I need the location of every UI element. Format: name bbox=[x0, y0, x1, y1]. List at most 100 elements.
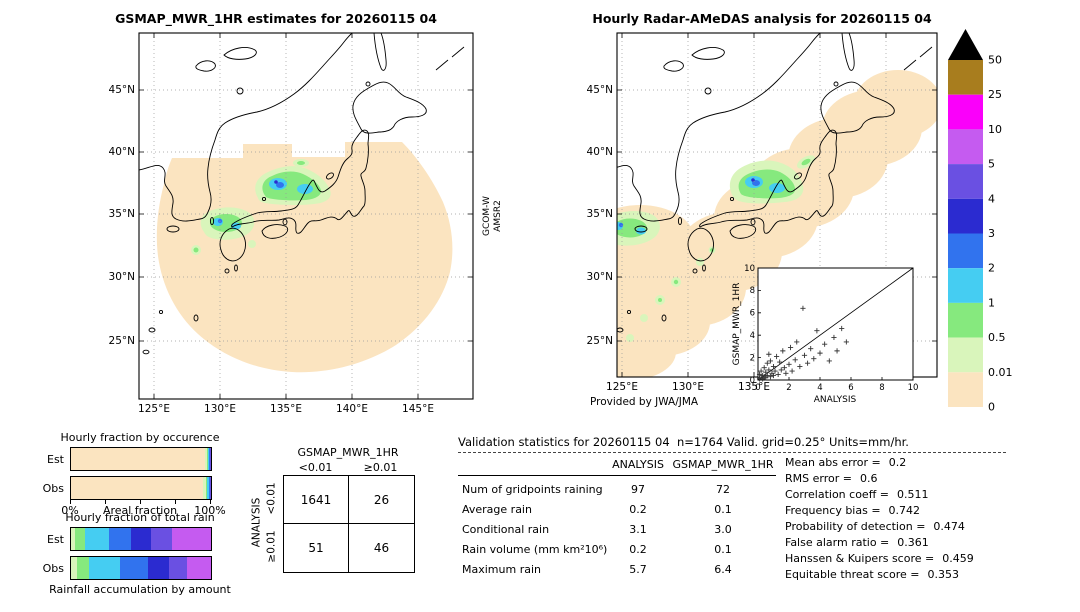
inset-x-tick: 8 bbox=[879, 383, 884, 393]
totalrain-title: Hourly fraction of total rain bbox=[65, 511, 215, 524]
colorbar-tick: 1 bbox=[988, 296, 995, 309]
validation-title: Validation statistics for 20260115 04 n=… bbox=[458, 435, 909, 449]
left-map-title: GSMAP_MWR_1HR estimates for 20260115 04 bbox=[115, 11, 437, 27]
credit-label: Provided by JWA/JMA bbox=[590, 396, 699, 408]
colorbar-block bbox=[948, 337, 983, 373]
score-label: Equitable threat score = bbox=[785, 568, 920, 581]
validation-col-gsmap: GSMAP_MWR_1HR bbox=[672, 458, 774, 471]
validation-analysis-value: 3.1 bbox=[629, 523, 647, 536]
identity-line bbox=[757, 267, 914, 381]
left-lon-label: 140°E bbox=[336, 403, 368, 415]
score-value: 0.6 bbox=[859, 472, 878, 485]
validation-gsmap-value: 6.4 bbox=[714, 563, 732, 576]
right-lat-label: 25°N bbox=[587, 335, 613, 347]
right-map-title: Hourly Radar-AMeDAS analysis for 2026011… bbox=[592, 11, 932, 26]
occurrence-title: Hourly fraction by occurence bbox=[60, 431, 220, 444]
score-label: Frequency bias = bbox=[785, 504, 881, 517]
inset-y-axis-label: GSMAP_MWR_1HR bbox=[732, 283, 742, 366]
contingency-col-label-2: ≥0.01 bbox=[363, 461, 398, 474]
scatter-points bbox=[756, 305, 849, 382]
score-label: Hanssen & Kuipers score = bbox=[785, 552, 935, 565]
rain-cells-left bbox=[191, 159, 331, 255]
score-label: Mean abs error = bbox=[785, 456, 881, 469]
validation-analysis-value: 97 bbox=[631, 483, 645, 496]
left-lon-label: 130°E bbox=[204, 403, 236, 415]
validation-gsmap-value: 72 bbox=[716, 483, 730, 496]
contingency-cell-hit-none: 1641 bbox=[284, 476, 349, 524]
colorbar-tick: 2 bbox=[988, 262, 995, 275]
inset-x-tick: 2 bbox=[786, 383, 791, 393]
left-map-ticks bbox=[139, 33, 473, 399]
occurrence-bar-est bbox=[70, 447, 212, 471]
validation-analysis-value: 5.7 bbox=[629, 563, 647, 576]
validation-header-rule bbox=[458, 475, 776, 476]
inset-y-tick: 4 bbox=[750, 331, 755, 341]
occurrence-axis-ticks bbox=[70, 500, 212, 504]
left-map-frame bbox=[138, 32, 474, 400]
sensor-label-line2: AMSR2 bbox=[493, 200, 503, 232]
contingency-title: GSMAP_MWR_1HR bbox=[297, 446, 399, 459]
left-lat-label: 25°N bbox=[109, 335, 135, 347]
colorbar-block bbox=[948, 302, 983, 338]
left-lat-label: 40°N bbox=[109, 146, 135, 158]
score-value: 0.353 bbox=[927, 568, 959, 581]
colorbar-block bbox=[948, 94, 983, 130]
score-line: Correlation coeff = 0.511 bbox=[785, 488, 929, 501]
right-lon-label: 130°E bbox=[672, 381, 704, 393]
occurrence-axis-min: 0% bbox=[61, 504, 79, 517]
totalrain-row-label-est: Est bbox=[47, 533, 64, 546]
colorbar-block bbox=[948, 233, 983, 269]
score-value: 0.474 bbox=[933, 520, 965, 533]
validation-col-analysis: ANALYSIS bbox=[612, 458, 664, 471]
validation-row-label: Conditional rain bbox=[462, 523, 550, 536]
score-value: 0.459 bbox=[942, 552, 974, 565]
left-lon-label: 125°E bbox=[138, 403, 170, 415]
score-line: False alarm ratio = 0.361 bbox=[785, 536, 929, 549]
left-lat-label: 30°N bbox=[109, 271, 135, 283]
colorbar-tick: 25 bbox=[988, 88, 1002, 101]
score-value: 0.511 bbox=[897, 488, 929, 501]
inset-x-axis-label: ANALYSIS bbox=[814, 395, 857, 405]
right-lon-label: 125°E bbox=[606, 381, 638, 393]
inset-scatter: 0 2 4 6 8 10 0 2 4 6 8 10 GSMAP_MWR_1HR … bbox=[732, 264, 918, 405]
left-lon-label: 135°E bbox=[270, 403, 302, 415]
score-label: Correlation coeff = bbox=[785, 488, 889, 501]
inset-x-tick: 6 bbox=[848, 383, 853, 393]
score-line: Frequency bias = 0.742 bbox=[785, 504, 920, 517]
rain-cells-right bbox=[617, 155, 816, 342]
colorbar-block bbox=[948, 198, 983, 234]
inset-y-tick: 8 bbox=[750, 286, 755, 296]
validation-row-label: Num of gridpoints raining bbox=[462, 483, 603, 496]
score-label: RMS error = bbox=[785, 472, 852, 485]
contingency-cell-false: 26 bbox=[349, 476, 414, 524]
contingency-row-label-1: <0.01 bbox=[265, 482, 278, 515]
validation-gsmap-value: 0.1 bbox=[714, 543, 732, 556]
score-value: 0.742 bbox=[888, 504, 921, 517]
occurrence-bar-obs bbox=[70, 476, 212, 500]
inset-y-tick: 0 bbox=[750, 376, 755, 386]
validation-title-rule bbox=[458, 452, 1006, 453]
validation-gsmap-value: 3.0 bbox=[714, 523, 732, 536]
score-value: 0.2 bbox=[888, 456, 907, 469]
right-lat-label: 35°N bbox=[587, 208, 613, 220]
inset-x-tick: 0 bbox=[755, 383, 760, 393]
gsmap-swath bbox=[156, 142, 453, 373]
occurrence-axis-label: Areal fraction bbox=[102, 504, 178, 517]
occurrence-row-label-est: Est bbox=[47, 453, 64, 466]
colorbar-tick: 5 bbox=[988, 158, 995, 171]
totalrain-bar-obs bbox=[70, 556, 212, 580]
validation-row-label: Rain volume (mm km²10⁶) bbox=[462, 543, 608, 556]
totalrain-row-label-obs: Obs bbox=[42, 562, 64, 575]
colorbar-tick: 10 bbox=[988, 123, 1002, 136]
inset-x-tick: 4 bbox=[817, 383, 822, 393]
left-map: 45°N 40°N 35°N 30°N 25°N 125°E 130°E 135… bbox=[109, 32, 474, 415]
colorbar-block bbox=[948, 129, 983, 165]
left-lat-label: 35°N bbox=[109, 208, 135, 220]
contingency-table: 1641 26 51 46 bbox=[283, 475, 415, 573]
validation-row-label: Maximum rain bbox=[462, 563, 541, 576]
inset-x-tick: 10 bbox=[908, 383, 919, 393]
colorbar-tick: 0.5 bbox=[988, 331, 1006, 344]
totalrain-footer: Rainfall accumulation by amount bbox=[49, 583, 231, 596]
validation-analysis-value: 0.2 bbox=[629, 543, 647, 556]
inset-y-tick: 2 bbox=[750, 353, 755, 363]
